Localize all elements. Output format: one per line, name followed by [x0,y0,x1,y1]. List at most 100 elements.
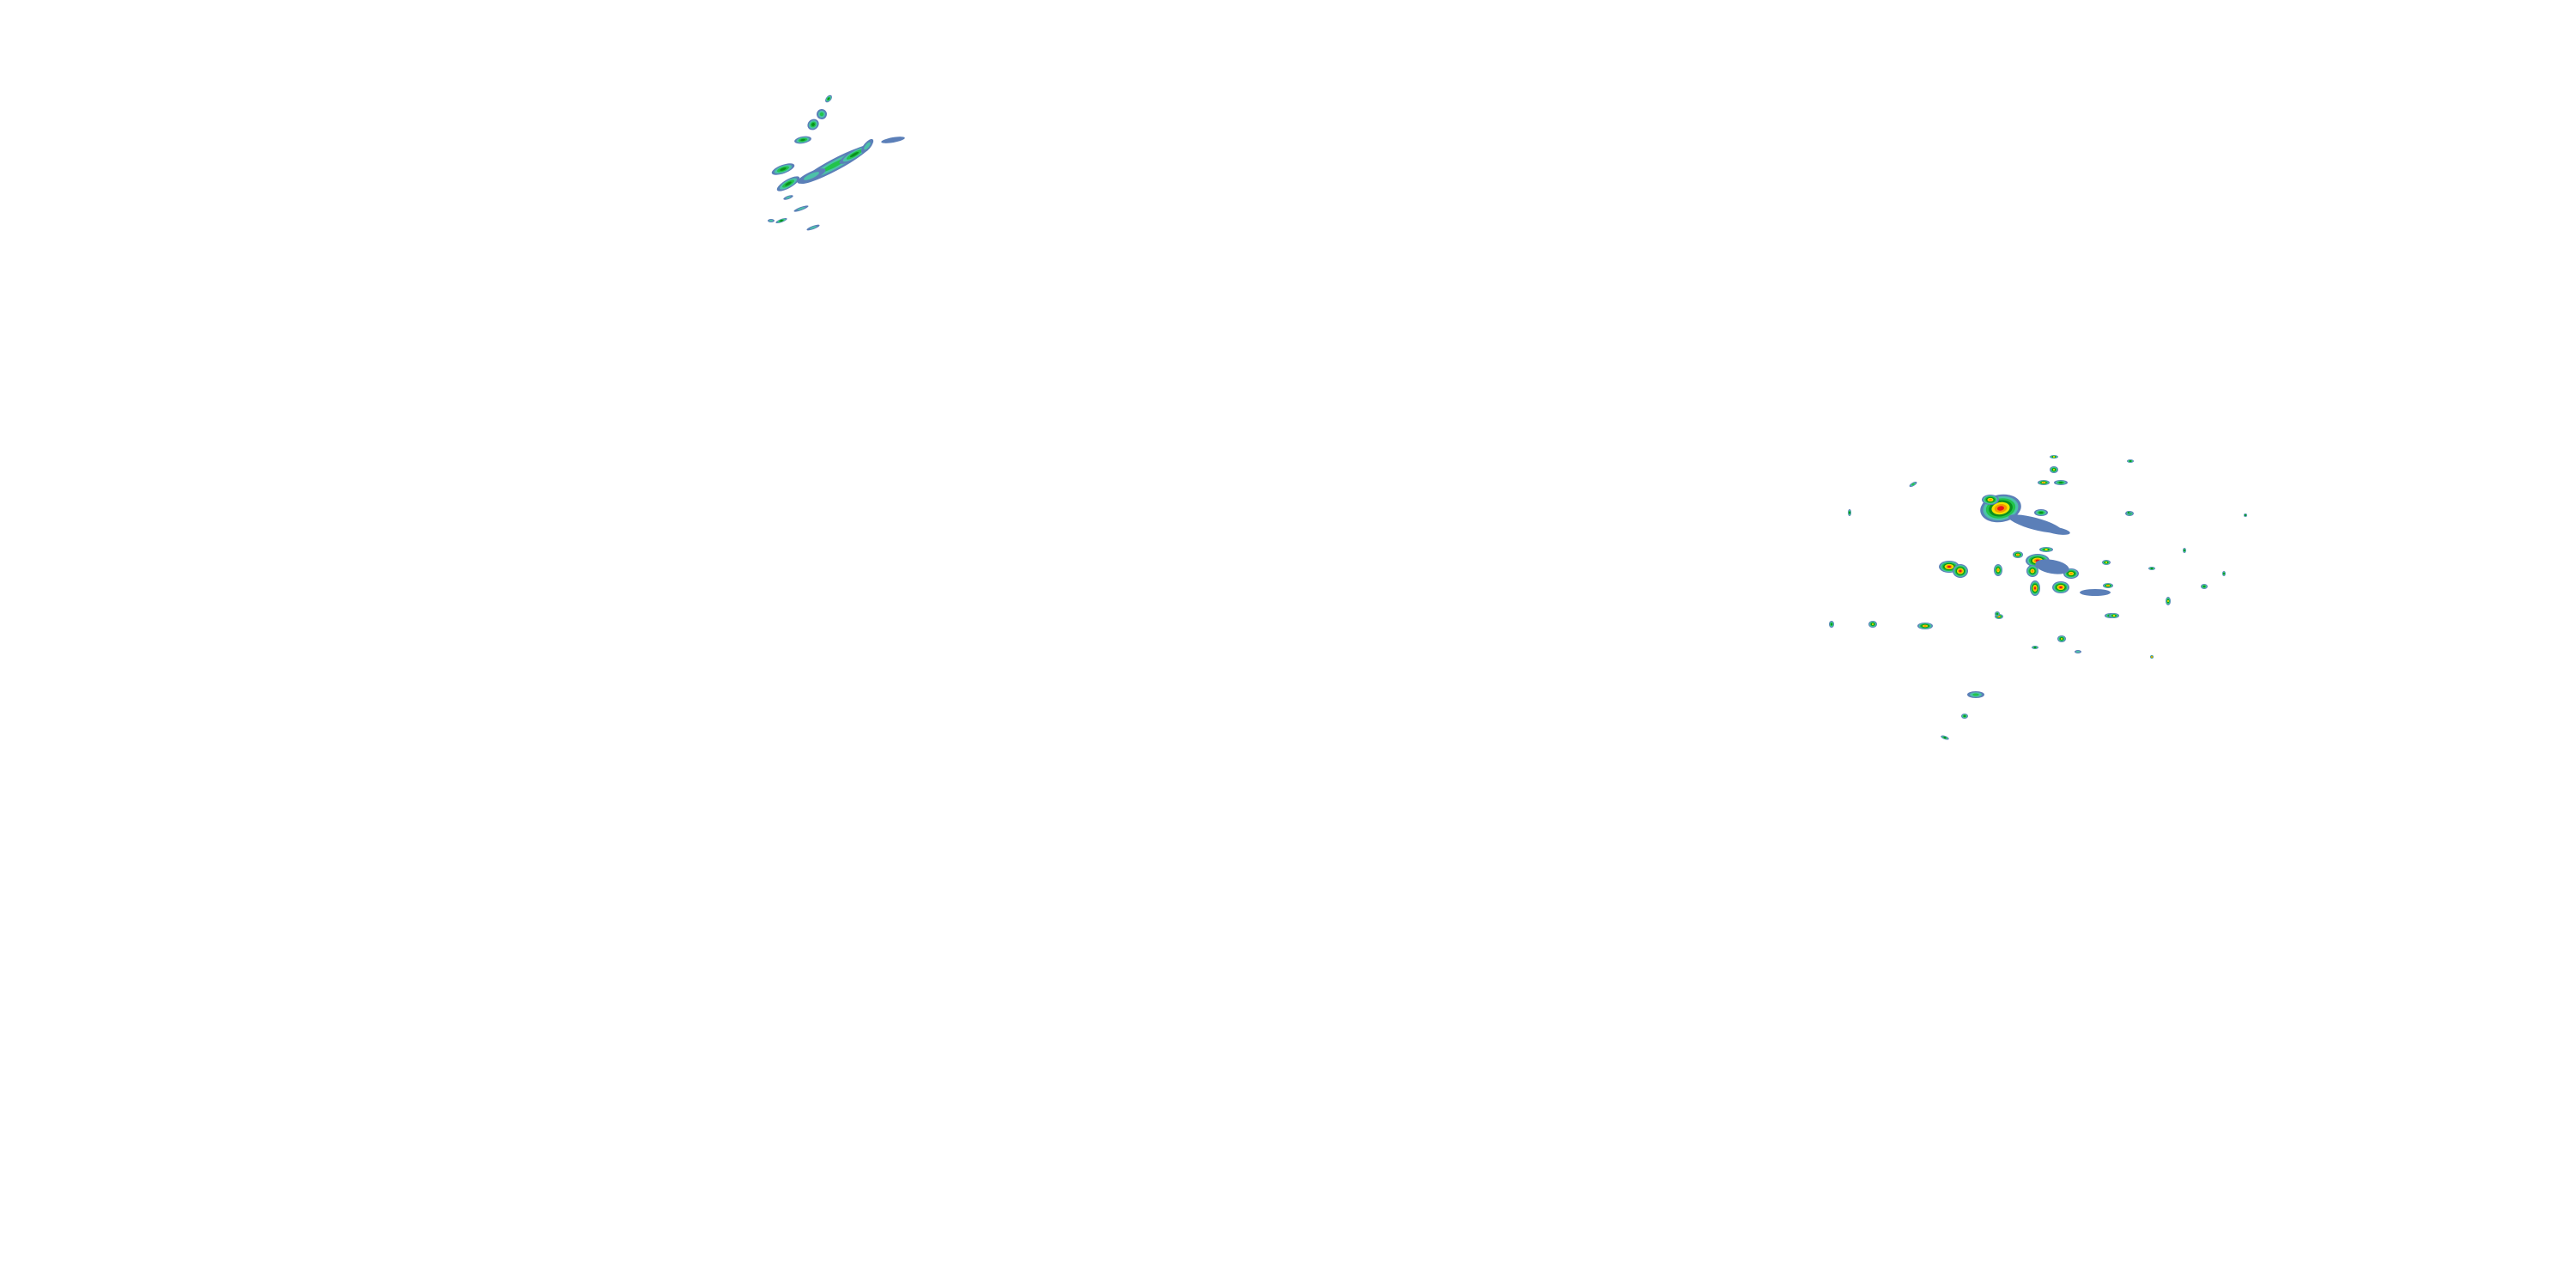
echo-level-4 [2052,469,2056,471]
radar-echo [2080,589,2111,596]
radar-echo [860,138,874,154]
echo-level-3 [2245,514,2246,516]
radar-echo [807,118,819,131]
radar-echo [2038,480,2050,485]
echo-level-5 [2042,482,2045,483]
echo-level-4 [2052,456,2056,458]
radar-echo [2052,581,2069,593]
echo-level-0 [881,137,905,143]
radar-echo [2166,597,2171,605]
echo-level-1 [769,219,774,222]
echo-level-1 [2075,650,2081,653]
radar-echo [2034,509,2048,516]
radar-echo [881,137,905,143]
radar-echo [2057,635,2066,642]
echo-level-3 [1963,715,1966,717]
radar-echo [768,219,775,222]
echo-level-3 [2058,482,2063,483]
radar-echo [2127,459,2134,463]
radar-echo [2201,584,2208,589]
radar-echo [1939,561,1959,573]
radar-echo [771,163,795,175]
radar-echo [1941,735,1949,740]
radar-echo [2183,548,2186,553]
radar-echo [2013,551,2023,558]
echo-level-5 [2016,554,2020,556]
echo-level-0 [2035,559,2069,574]
echo-level-6 [2034,586,2036,590]
echo-level-3 [780,167,787,171]
echo-level-0 [2080,589,2111,596]
echo-level-4 [2044,549,2048,550]
echo-level-5 [2031,569,2034,573]
radar-echo [2043,526,2070,535]
echo-level-6 [1959,569,1962,573]
radar-echo [2030,580,2040,596]
radar-echo [2050,466,2058,473]
echo-level-5 [2069,572,2073,575]
radar-echo [1848,509,1851,516]
echo-level-5 [2151,656,2153,658]
echo-level-3 [2184,550,2185,551]
echo-level-4 [1871,623,1874,625]
radar-echo [2032,646,2038,649]
echo-level-3 [2202,586,2206,587]
echo-level-1 [804,172,819,180]
echo-level-3 [785,181,792,186]
radar-echo [817,109,827,119]
radar-echo [776,176,800,191]
radar-echo [1909,481,1917,488]
radar-echo [1917,623,1933,629]
radar-echo [2109,613,2119,618]
radar-echo [2103,583,2113,588]
radar-echo [1953,564,1968,578]
echo-level-4 [2112,615,2116,617]
radar-echo [775,217,787,224]
radar-echo [797,168,826,184]
echo-level-5 [1923,625,1927,627]
radar-echo [1868,621,1877,628]
echo-level-3 [2150,568,2154,569]
radar-echo [783,195,793,200]
echo-level-3 [780,219,783,222]
radar-echo [1961,714,1968,719]
radar-echo [1994,564,2002,576]
radar-echo [1829,621,1834,628]
echo-level-3 [2129,460,2132,462]
echo-level-3 [1943,736,1947,739]
radar-echo [2050,455,2058,459]
echo-level-3 [811,123,815,126]
radar-echo [2222,571,2226,576]
radar-echo [2102,560,2111,565]
radar-echo [2054,480,2068,485]
radar-echo [794,136,811,144]
echo-level-1 [864,142,871,150]
echo-level-1 [785,196,792,199]
radar-echo [2148,567,2155,570]
echo-level-1 [797,207,805,210]
echo-level-4 [2105,562,2108,563]
radar-echo [2026,565,2038,577]
echo-level-5 [1997,568,1999,572]
echo-level-0 [2043,526,2070,535]
echo-level-2 [1972,693,1979,696]
echo-level-3 [1996,613,1998,615]
radar-echo [2244,513,2247,517]
radar-echo [1982,495,1999,505]
echo-level-3 [2223,573,2225,574]
echo-level-3 [1831,623,1832,626]
echo-level-3 [2033,647,2037,648]
echo-level-3 [1849,511,1850,514]
echo-level-5 [2106,585,2110,586]
radar-echo [793,205,809,212]
echo-level-1 [809,226,817,229]
radar-echo [2150,655,2154,659]
radar-echo [1967,691,1984,698]
radar-echo [2126,511,2131,514]
echo-level-3 [2128,512,2129,513]
echo-level-2 [1911,483,1915,486]
radar-echo [2075,650,2081,653]
echo-level-6 [1997,506,2004,511]
echo-level-6 [1947,565,1951,568]
